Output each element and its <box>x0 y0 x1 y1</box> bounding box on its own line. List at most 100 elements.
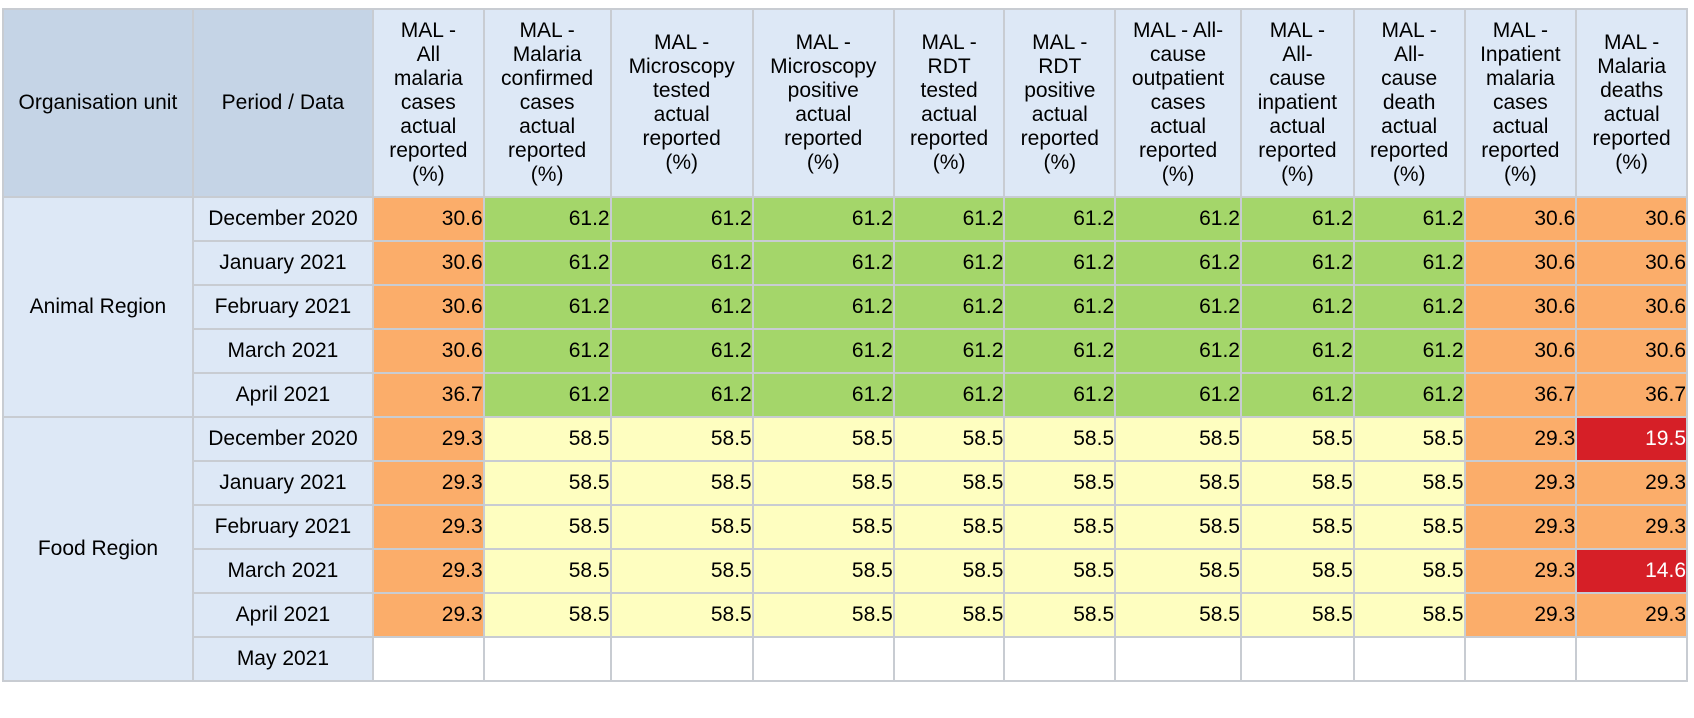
value-cell[interactable]: 58.5 <box>482 460 612 506</box>
value-cell[interactable]: 30.6 <box>1575 240 1688 286</box>
value-cell[interactable]: 30.6 <box>371 328 485 374</box>
value-cell[interactable] <box>371 636 485 682</box>
value-cell[interactable]: 29.3 <box>1463 416 1578 462</box>
value-cell[interactable]: 29.3 <box>1463 460 1578 506</box>
value-cell[interactable]: 29.3 <box>1575 592 1688 638</box>
value-cell[interactable]: 29.3 <box>371 592 485 638</box>
value-cell[interactable]: 58.5 <box>751 504 895 550</box>
column-header[interactable]: MAL - Microscopy tested actual reported (%) <box>609 8 754 198</box>
column-header[interactable]: MAL - Inpatient malaria cases actual reported… <box>1463 8 1578 198</box>
value-cell[interactable]: 61.2 <box>751 196 895 242</box>
value-cell[interactable]: 29.3 <box>371 416 485 462</box>
value-cell[interactable]: 58.5 <box>1114 592 1242 638</box>
value-cell[interactable]: 58.5 <box>751 592 895 638</box>
period-data-header[interactable]: Period / Data <box>191 8 374 198</box>
value-cell[interactable]: 58.5 <box>1114 548 1242 594</box>
value-cell[interactable]: 58.5 <box>892 460 1006 506</box>
value-cell[interactable] <box>1575 636 1688 682</box>
value-cell[interactable]: 61.2 <box>892 372 1006 418</box>
value-cell[interactable]: 61.2 <box>1239 240 1355 286</box>
value-cell[interactable]: 58.5 <box>1239 416 1355 462</box>
value-cell[interactable]: 58.5 <box>1352 416 1466 462</box>
value-cell[interactable]: 61.2 <box>1352 240 1466 286</box>
value-cell[interactable] <box>1003 636 1117 682</box>
period-cell[interactable]: February 2021 <box>191 284 374 330</box>
value-cell[interactable]: 61.2 <box>892 284 1006 330</box>
value-cell[interactable]: 58.5 <box>482 416 612 462</box>
value-cell[interactable]: 58.5 <box>1003 592 1117 638</box>
value-cell[interactable]: 58.5 <box>1352 548 1466 594</box>
period-cell[interactable]: February 2021 <box>191 504 374 550</box>
period-cell[interactable]: March 2021 <box>191 548 374 594</box>
value-cell[interactable] <box>482 636 612 682</box>
value-cell[interactable]: 61.2 <box>482 328 612 374</box>
value-cell[interactable]: 58.5 <box>1352 504 1466 550</box>
value-cell[interactable]: 58.5 <box>892 504 1006 550</box>
value-cell[interactable]: 30.6 <box>1463 328 1578 374</box>
period-cell[interactable]: April 2021 <box>191 372 374 418</box>
value-cell[interactable]: 58.5 <box>609 460 754 506</box>
value-cell[interactable]: 61.2 <box>1003 284 1117 330</box>
value-cell[interactable]: 30.6 <box>1463 240 1578 286</box>
value-cell[interactable]: 61.2 <box>751 240 895 286</box>
column-header[interactable]: MAL - Malaria confirmed cases actual reported… <box>482 8 612 198</box>
column-header[interactable]: MAL - RDT tested actual reported (%) <box>892 8 1006 198</box>
value-cell[interactable]: 61.2 <box>609 240 754 286</box>
value-cell[interactable]: 61.2 <box>892 328 1006 374</box>
value-cell[interactable]: 30.6 <box>1463 284 1578 330</box>
value-cell[interactable]: 14.6 <box>1575 548 1688 594</box>
value-cell[interactable]: 61.2 <box>1114 372 1242 418</box>
value-cell[interactable]: 58.5 <box>892 416 1006 462</box>
value-cell[interactable] <box>1239 636 1355 682</box>
value-cell[interactable]: 29.3 <box>1463 548 1578 594</box>
value-cell[interactable]: 61.2 <box>1114 240 1242 286</box>
value-cell[interactable]: 58.5 <box>1239 548 1355 594</box>
value-cell[interactable]: 61.2 <box>482 196 612 242</box>
value-cell[interactable]: 30.6 <box>1575 328 1688 374</box>
value-cell[interactable]: 61.2 <box>1352 284 1466 330</box>
value-cell[interactable]: 29.3 <box>1463 592 1578 638</box>
value-cell[interactable]: 61.2 <box>1003 328 1117 374</box>
value-cell[interactable]: 61.2 <box>751 328 895 374</box>
value-cell[interactable]: 58.5 <box>1114 460 1242 506</box>
value-cell[interactable]: 61.2 <box>751 372 895 418</box>
value-cell[interactable]: 61.2 <box>1003 372 1117 418</box>
value-cell[interactable]: 58.5 <box>609 504 754 550</box>
value-cell[interactable]: 58.5 <box>609 592 754 638</box>
value-cell[interactable]: 58.5 <box>892 548 1006 594</box>
value-cell[interactable] <box>751 636 895 682</box>
value-cell[interactable]: 61.2 <box>1352 328 1466 374</box>
value-cell[interactable]: 61.2 <box>751 284 895 330</box>
period-cell[interactable]: January 2021 <box>191 460 374 506</box>
value-cell[interactable]: 61.2 <box>482 372 612 418</box>
value-cell[interactable] <box>892 636 1006 682</box>
value-cell[interactable]: 30.6 <box>1575 284 1688 330</box>
value-cell[interactable]: 30.6 <box>371 240 485 286</box>
value-cell[interactable]: 61.2 <box>1352 372 1466 418</box>
value-cell[interactable]: 58.5 <box>1003 548 1117 594</box>
org-unit-header[interactable]: Organisation unit <box>2 8 194 198</box>
value-cell[interactable]: 61.2 <box>1352 196 1466 242</box>
value-cell[interactable]: 61.2 <box>609 328 754 374</box>
value-cell[interactable]: 61.2 <box>892 240 1006 286</box>
value-cell[interactable]: 29.3 <box>1575 504 1688 550</box>
value-cell[interactable]: 61.2 <box>482 284 612 330</box>
value-cell[interactable]: 61.2 <box>609 196 754 242</box>
value-cell[interactable]: 58.5 <box>751 416 895 462</box>
value-cell[interactable]: 30.6 <box>371 196 485 242</box>
value-cell[interactable]: 61.2 <box>1114 284 1242 330</box>
column-header[interactable]: MAL - All-cause inpatient actual reported (%) <box>1239 8 1355 198</box>
period-cell[interactable]: May 2021 <box>191 636 374 682</box>
value-cell[interactable] <box>1352 636 1466 682</box>
value-cell[interactable]: 61.2 <box>482 240 612 286</box>
period-cell[interactable]: January 2021 <box>191 240 374 286</box>
value-cell[interactable]: 58.5 <box>1114 504 1242 550</box>
value-cell[interactable]: 61.2 <box>1239 284 1355 330</box>
value-cell[interactable]: 58.5 <box>1114 416 1242 462</box>
column-header[interactable]: MAL - All-cause outpatient cases actual repo… <box>1114 8 1242 198</box>
value-cell[interactable]: 61.2 <box>609 284 754 330</box>
value-cell[interactable] <box>609 636 754 682</box>
value-cell[interactable]: 58.5 <box>1239 460 1355 506</box>
value-cell[interactable]: 58.5 <box>1239 592 1355 638</box>
value-cell[interactable]: 36.7 <box>1463 372 1578 418</box>
